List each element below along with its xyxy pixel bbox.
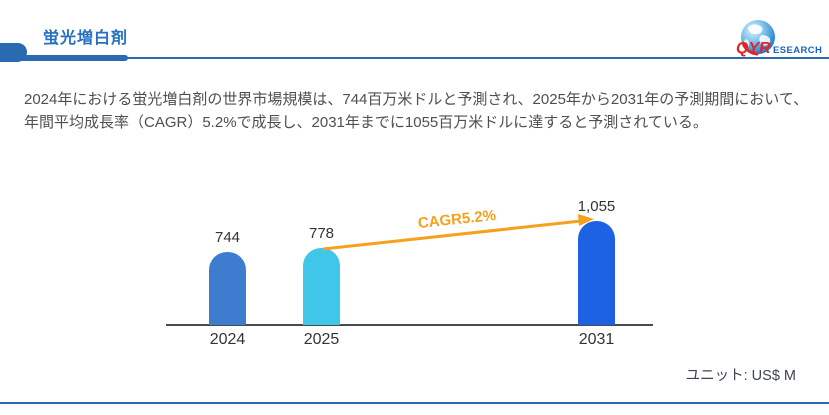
bar-2031 [578,221,615,325]
logo-esearch-text: ESEARCH [773,45,823,56]
logo-qyr-text: QYR [736,40,771,57]
year-label-2024: 2024 [209,331,246,348]
bar-2024 [209,252,246,325]
x-axis-line [166,324,653,326]
cagr-arrow [322,214,594,251]
market-size-chart: 744 2024 778 2025 1,055 2031 CAGR5.2% [166,190,653,356]
value-label-2031: 1,055 [577,198,616,215]
value-label-2024: 744 [214,229,241,246]
year-label-2025: 2025 [303,331,340,348]
footer-rule [0,402,829,404]
header-rule [0,57,829,59]
value-label-2025: 778 [308,225,335,242]
unit-label: ユニット: US$ M [685,368,796,384]
page-title: 蛍光増白剤 [43,30,129,47]
bar-2025 [303,248,340,325]
qyresearch-logo: QYR ESEARCH [733,18,825,60]
globe-icon [741,20,775,56]
year-label-2031: 2031 [578,331,615,348]
summary-text: 2024年における蛍光増白剤の世界市場規模は、744百万米ドルと予測され、202… [24,91,809,131]
